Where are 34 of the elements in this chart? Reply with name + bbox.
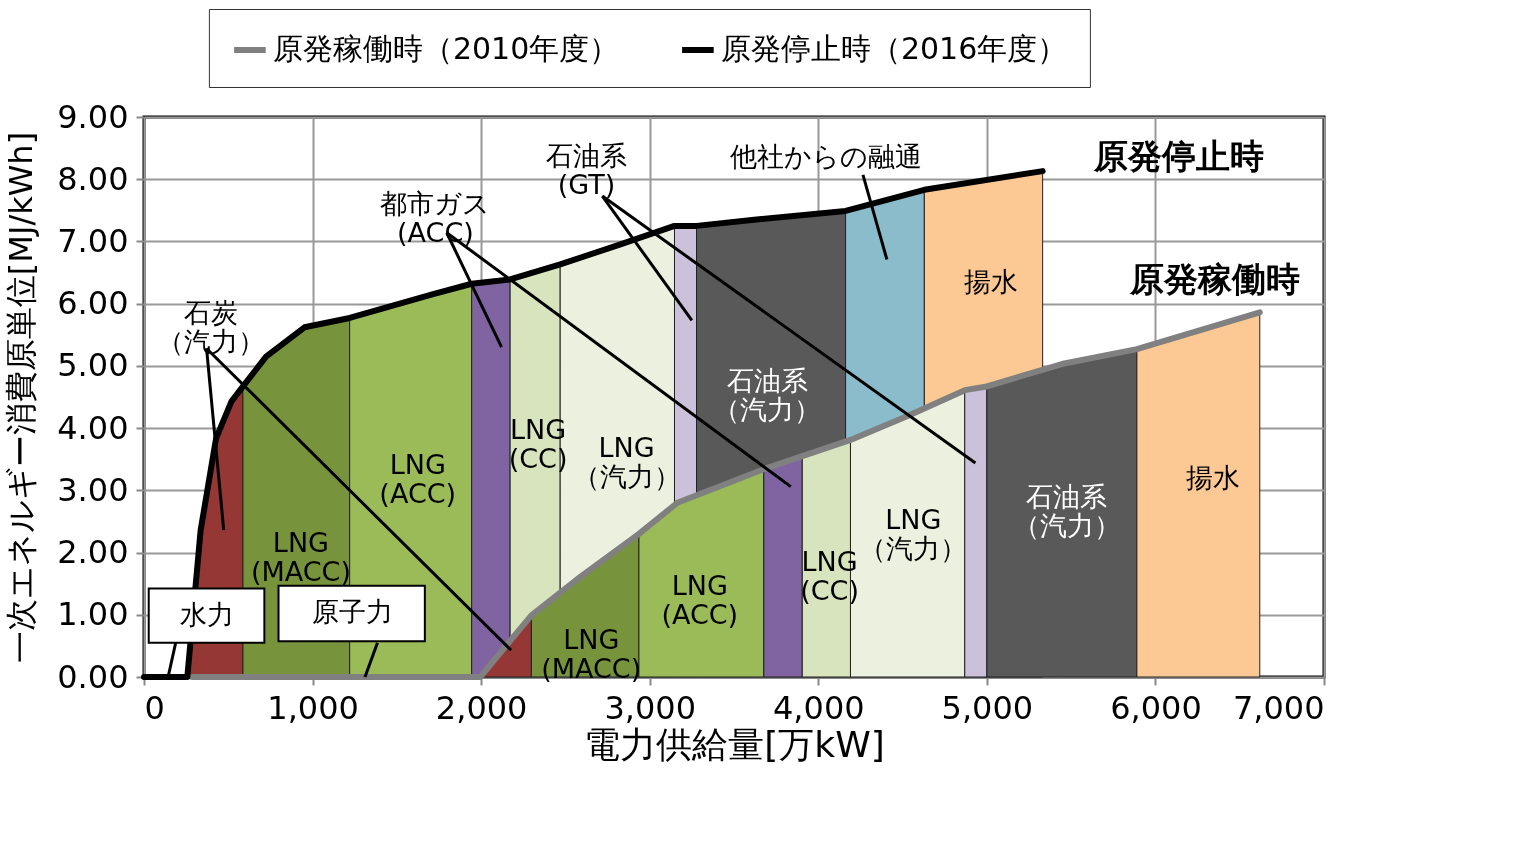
x-tick-label: 5,000: [941, 688, 1034, 727]
annotation: 原発稼働時: [1129, 259, 1301, 300]
y-tick-label: 9.00: [57, 97, 129, 136]
annotation: 揚水: [1186, 462, 1241, 494]
x-tick-label: 6,000: [1110, 688, 1202, 727]
annotation: LNG(ACC): [379, 448, 457, 509]
y-tick-label: 4.00: [57, 408, 129, 447]
annotation: 原子力: [312, 596, 394, 628]
y-tick-label: 1.00: [57, 595, 129, 634]
annotation: LNG(MACC): [250, 527, 351, 588]
annotation: LNG（汽力）: [572, 432, 681, 493]
x-tick-label: 2,000: [435, 688, 528, 727]
x-tick-label: 0: [144, 688, 165, 727]
annotation: 揚水: [964, 266, 1019, 298]
x-tick-label: 7,000: [1232, 688, 1325, 727]
legend-label: 原発停止時（2016年度）: [720, 31, 1068, 66]
annotation: 石油系（汽力）: [1012, 480, 1121, 541]
y-tick-label: 2.00: [57, 533, 129, 572]
y-tick-label: 8.00: [57, 159, 129, 198]
annotation: 原発停止時: [1092, 136, 1264, 177]
annotation: LNG(ACC): [661, 570, 739, 631]
y-tick-label: 3.00: [57, 470, 129, 509]
y-axis-title: 一次エネルギー消費原単位[MJ/kWh]: [2, 131, 41, 664]
y-tick-label: 5.00: [57, 346, 129, 385]
y-tick-label: 7.00: [57, 221, 129, 260]
x-tick-label: 1,000: [267, 688, 359, 727]
legend-label: 原発稼働時（2010年度）: [272, 31, 620, 66]
annotation: 石油系(GT): [546, 139, 627, 200]
annotation: 他社からの融通: [730, 141, 923, 173]
y-tick-label: 0.00: [57, 657, 129, 696]
annotation: 石油系（汽力）: [713, 365, 822, 426]
y-tick-label: 6.00: [57, 284, 129, 323]
annotation: 水力: [179, 598, 234, 630]
annotation: LNG（汽力）: [859, 504, 968, 565]
